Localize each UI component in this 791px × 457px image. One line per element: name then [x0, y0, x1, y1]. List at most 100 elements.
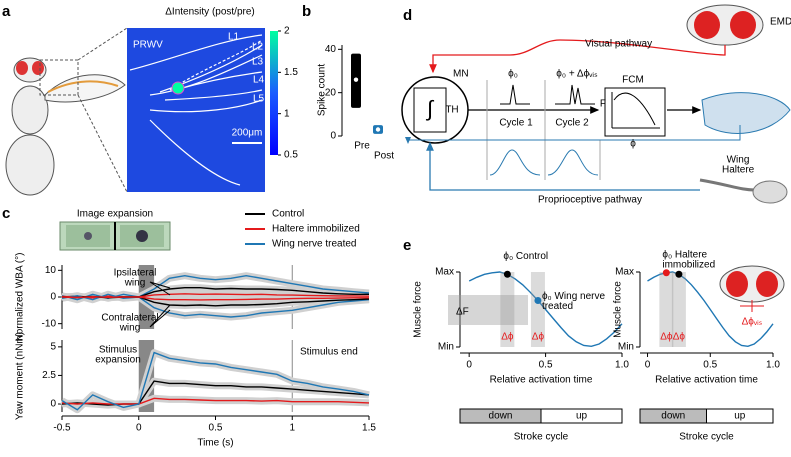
activity-spot — [171, 81, 185, 95]
stroke-title: Stroke cycle — [514, 432, 569, 443]
vein-label: L2 — [252, 42, 264, 53]
x-axis-label: Relative activation time — [655, 375, 758, 386]
vein-label: PRWV — [133, 40, 163, 51]
panel-label: c — [2, 205, 10, 222]
diagram-label: Wing — [727, 155, 750, 166]
phase-bar — [659, 272, 674, 347]
series-line — [61, 380, 370, 406]
legend-label: Haltere immobilized — [272, 224, 360, 235]
y-axis-label: Muscle force — [613, 281, 624, 338]
diagram-label: Visual pathway — [585, 39, 652, 50]
diagram-label: EMD — [770, 17, 791, 28]
delta-phi-label: Δϕ — [501, 332, 514, 343]
x-tick-label: 0 — [466, 360, 472, 371]
annotation: Ipsilateral — [114, 268, 157, 279]
x-tick-label: Post — [374, 151, 394, 162]
y-tick-label: 20 — [325, 87, 337, 98]
annotation: Stimulus end — [300, 347, 358, 358]
diagram-label: Cycle 1 — [499, 118, 533, 129]
panel-label: e — [403, 237, 411, 254]
x-axis-label: Relative activation time — [490, 375, 593, 386]
stroke-title: Stroke cycle — [679, 432, 734, 443]
x-tick-label: Pre — [354, 141, 370, 152]
proprio-traces — [489, 149, 599, 176]
scale-bar-label: 200μm — [232, 128, 263, 139]
stroke-up — [540, 408, 623, 424]
x-axis-label: Time (s) — [197, 438, 233, 449]
x-tick-label: 0 — [136, 423, 142, 434]
emd-head — [686, 4, 764, 46]
phase-bar — [530, 272, 545, 347]
colorbar-tick-label: 1 — [284, 108, 290, 119]
series-line — [468, 271, 623, 348]
point-label: ϕ₀ Control — [503, 251, 548, 262]
y-tick-label: Max — [615, 267, 634, 278]
spikes — [500, 84, 595, 105]
point-label: ϕ₀ Wing nerve — [542, 291, 606, 302]
series-line — [61, 293, 370, 318]
delta-phi-label: Δϕ — [532, 332, 545, 343]
heatmap — [127, 28, 265, 192]
diagram-label: Cycle 2 — [555, 118, 589, 129]
y-tick-label: Min — [618, 342, 634, 353]
vein-label: L4 — [253, 75, 265, 86]
vein-label: L1 — [228, 32, 240, 43]
diagram-label: Haltere — [722, 165, 755, 176]
y-axis-label: Muscle force — [413, 281, 424, 338]
y-tick-label: 0 — [330, 131, 336, 142]
phase-point — [534, 297, 542, 304]
x-tick-label: 0.5 — [209, 423, 223, 434]
diagram-label: ϕ₀ + Δϕᵥᵢₛ — [556, 69, 598, 80]
phase-bar — [671, 272, 686, 347]
haltere-knob — [752, 180, 788, 204]
wing-feedback — [405, 125, 741, 144]
annotation: Contralateral — [101, 313, 158, 324]
vein-label: L3 — [252, 57, 264, 68]
annotation: wing — [124, 278, 146, 289]
legend-label: Control — [272, 209, 304, 220]
x-tick-label: 1.0 — [766, 360, 780, 371]
fcm-box — [604, 87, 666, 137]
panel-label: b — [302, 3, 311, 20]
median — [353, 77, 359, 82]
legend-label: Wing nerve treated — [272, 239, 357, 250]
expansion-icon — [59, 221, 171, 251]
y-tick-label: Min — [438, 342, 454, 353]
proprio-arrow — [426, 141, 700, 191]
colorbar — [270, 31, 278, 155]
annotation: wing — [119, 323, 141, 334]
x-tick-label: 0 — [645, 360, 651, 371]
delta-phi-label: Δϕ — [660, 332, 673, 343]
colorbar-tick-label: 2 — [284, 26, 290, 37]
diagram-label: F — [600, 99, 606, 110]
diagram-label: Proprioceptive pathway — [538, 195, 642, 206]
x-tick-label: 0.5 — [703, 360, 717, 371]
delta-f-band — [448, 295, 528, 325]
cycle-dividers — [486, 80, 601, 180]
phase-point — [662, 269, 670, 277]
delta-phi-label: Δϕ — [673, 332, 686, 343]
colorbar-tick-label: 1.5 — [284, 67, 298, 78]
diagram-label: ϕ₀ — [508, 69, 518, 80]
colorbar-title: ΔIntensity (post/pre) — [165, 7, 255, 18]
point-label: immobilized — [662, 259, 715, 270]
series-line — [61, 351, 370, 411]
delta-phi-vis-label: Δϕᵥᵢₛ — [742, 317, 763, 328]
stroke-label: up — [576, 411, 588, 422]
annotation: Stimulus — [99, 345, 137, 356]
inset-title: Image expansion — [77, 209, 153, 220]
stroke-label: up — [734, 411, 746, 422]
point-label: treated — [542, 301, 573, 312]
x-tick-label: 1 — [289, 423, 295, 434]
visual-arrow — [429, 39, 726, 74]
y-tick-label: 40 — [325, 44, 337, 55]
colorbar-tick-label: 0.5 — [284, 150, 298, 161]
phase-point — [675, 270, 683, 278]
x-tick-label: 0.5 — [539, 360, 553, 371]
y-tick-label: 5 — [50, 341, 56, 352]
panel-label: d — [403, 7, 412, 24]
x-tick-label: 1.5 — [362, 423, 376, 434]
y-tick-label: 0 — [50, 292, 56, 303]
integral-symbol: ∫ — [425, 96, 435, 121]
